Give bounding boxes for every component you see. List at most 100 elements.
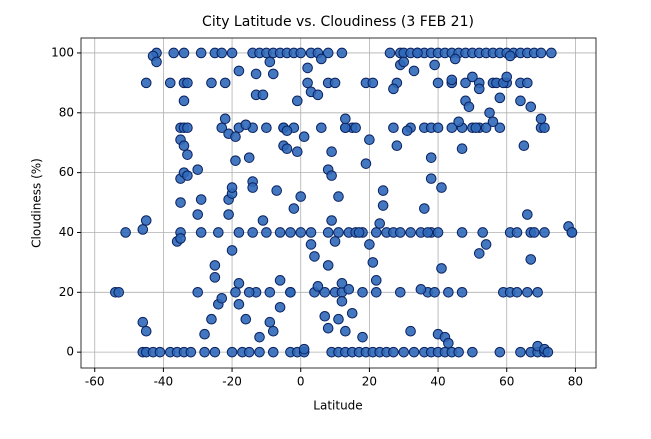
point [419,203,430,214]
point [357,331,368,343]
point [343,284,355,295]
point [515,346,526,358]
point [336,278,348,289]
x-tick-label: -60 [85,375,105,389]
plot-frame [80,37,597,369]
point [298,343,310,355]
point [511,287,523,298]
point [535,47,547,59]
point [525,254,537,265]
x-tick-label: -20 [222,375,242,389]
point [219,113,231,125]
point [274,275,286,286]
point [425,173,437,184]
point [199,328,210,340]
point [518,140,530,152]
point [182,122,193,134]
chart-title: City Latitude vs. Cloudiness (3 FEB 21) [202,14,474,30]
point [446,122,458,134]
point [213,227,224,238]
x-axis-label: Latitude [313,399,362,413]
point [425,152,437,163]
point [408,65,420,77]
point [398,346,410,358]
point [137,316,149,328]
point [192,287,204,298]
point [182,149,193,160]
point [473,83,485,95]
y-axis-label: Cloudiness (%) [30,158,44,248]
point [360,158,372,169]
point [566,227,578,238]
point [295,191,307,202]
point [429,59,440,71]
point [195,47,207,59]
point [175,233,186,244]
point [140,325,152,337]
point [370,287,382,298]
point [504,50,516,62]
point [271,185,283,196]
point [120,227,131,238]
point [233,65,245,77]
x-tick-label: -40 [154,375,174,389]
point [264,287,276,298]
point [357,287,368,298]
point [388,83,399,95]
point [333,191,344,202]
point [388,346,399,358]
point [350,122,361,134]
point [532,287,543,298]
point [539,227,550,238]
point [226,245,238,256]
point [240,119,252,131]
point [267,325,279,337]
point [243,152,255,163]
point [467,71,478,83]
point [429,287,440,298]
point [456,287,468,298]
point [274,227,286,238]
point [319,287,331,298]
y-tick-label: 100 [51,45,74,59]
point [288,203,300,214]
point [305,227,317,238]
point [374,218,386,229]
point [233,298,245,310]
point [453,116,464,128]
point [501,71,513,83]
point [405,227,416,238]
point [370,227,382,238]
point [178,47,190,59]
point [230,155,241,166]
point [316,53,327,65]
point [178,140,190,152]
point [305,239,317,250]
point [326,170,337,181]
point [480,122,492,134]
point [243,346,255,358]
point [377,200,389,211]
point [168,47,179,59]
point [487,116,499,128]
point [528,227,540,238]
point [477,227,489,238]
point [398,56,410,68]
y-tick-label: 40 [59,225,74,239]
point [230,131,241,143]
point [522,77,533,89]
point [261,227,272,238]
point [285,227,296,238]
point [247,182,258,193]
point [364,239,375,250]
point [206,313,217,325]
point [408,346,420,358]
point [542,346,554,358]
point [254,331,265,343]
point [449,53,461,65]
point [422,227,434,238]
point [539,122,550,134]
point [333,227,344,238]
point [388,122,399,134]
